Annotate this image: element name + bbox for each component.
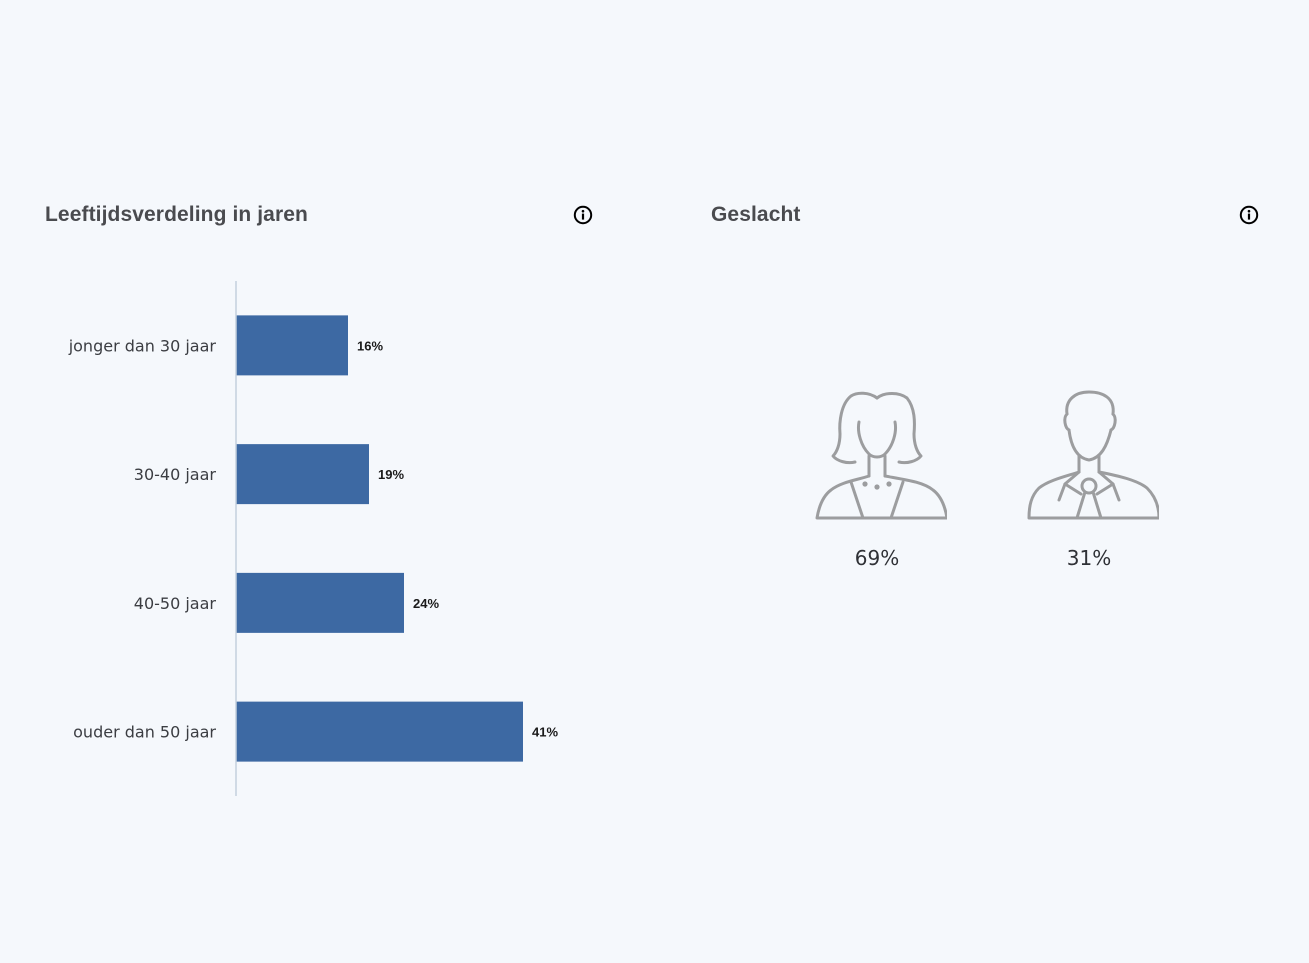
age-distribution-panel: Leeftijdsverdeling in jaren jonger dan 3… bbox=[30, 193, 620, 813]
gender-item-male: 31% bbox=[1014, 388, 1164, 570]
age-bar-chart: jonger dan 30 jaar 16% 30-40 jaar 19% 40-50 … bbox=[68, 281, 558, 796]
female-person-icon bbox=[815, 391, 947, 520]
male-person-icon bbox=[1027, 390, 1159, 520]
info-icon[interactable] bbox=[573, 205, 593, 225]
gender-panel: Geslacht bbox=[696, 193, 1286, 813]
female-percentage: 69% bbox=[854, 546, 900, 570]
gender-item-female: 69% bbox=[802, 388, 952, 570]
info-icon[interactable] bbox=[1239, 205, 1259, 225]
bar bbox=[236, 315, 348, 376]
age-panel-title: Leeftijdsverdeling in jaren bbox=[45, 203, 308, 226]
gender-panel-title: Geslacht bbox=[711, 203, 801, 226]
male-percentage: 31% bbox=[1066, 546, 1112, 570]
value-label: 24% bbox=[413, 596, 439, 611]
category-label: 30-40 jaar bbox=[134, 465, 217, 484]
category-label: ouder dan 50 jaar bbox=[73, 723, 216, 742]
category-label: jonger dan 30 jaar bbox=[68, 336, 217, 355]
value-label: 19% bbox=[378, 467, 404, 482]
value-label: 16% bbox=[357, 338, 383, 353]
bar bbox=[236, 701, 523, 762]
bar bbox=[236, 572, 404, 633]
category-label: 40-50 jaar bbox=[134, 594, 217, 613]
bar bbox=[236, 444, 369, 505]
value-label: 41% bbox=[532, 725, 558, 740]
